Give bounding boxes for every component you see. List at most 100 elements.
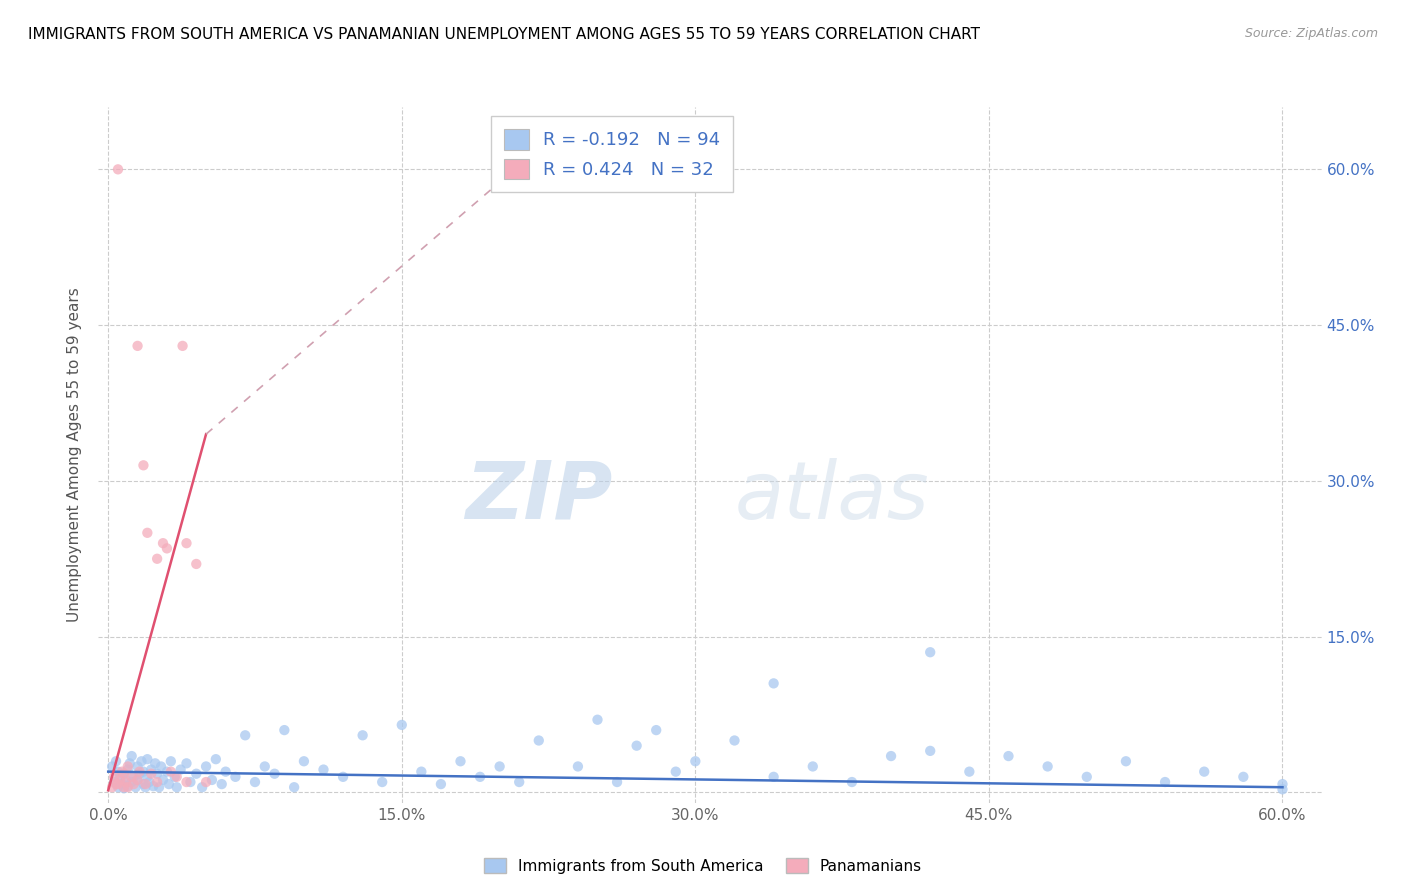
Point bbox=[111, 764, 134, 779]
Legend: R = -0.192   N = 94, R = 0.424   N = 32: R = -0.192 N = 94, R = 0.424 N = 32 bbox=[491, 116, 734, 192]
Point bbox=[160, 764, 183, 779]
Point bbox=[1154, 775, 1177, 789]
Point bbox=[762, 770, 785, 784]
Point bbox=[263, 766, 285, 780]
Point bbox=[141, 766, 163, 780]
Point bbox=[920, 744, 942, 758]
Point bbox=[156, 541, 179, 556]
Point bbox=[103, 775, 125, 789]
Point bbox=[332, 770, 354, 784]
Point bbox=[136, 752, 159, 766]
Point bbox=[176, 756, 198, 771]
Point bbox=[101, 780, 124, 795]
Point bbox=[127, 339, 149, 353]
Point bbox=[124, 780, 146, 795]
Point bbox=[138, 775, 160, 789]
Point bbox=[723, 733, 745, 747]
Point bbox=[1271, 782, 1294, 797]
Point bbox=[880, 749, 903, 764]
Point bbox=[105, 777, 128, 791]
Point bbox=[127, 772, 149, 787]
Point bbox=[128, 766, 150, 780]
Point bbox=[186, 766, 208, 780]
Point bbox=[117, 780, 139, 795]
Point bbox=[112, 780, 135, 795]
Point bbox=[112, 766, 135, 780]
Point bbox=[163, 770, 186, 784]
Point bbox=[191, 780, 214, 795]
Point bbox=[152, 536, 174, 550]
Point bbox=[114, 775, 136, 789]
Point bbox=[1036, 759, 1059, 773]
Point bbox=[132, 777, 155, 791]
Point bbox=[132, 764, 155, 779]
Text: ZIP: ZIP bbox=[465, 458, 612, 536]
Point bbox=[107, 764, 129, 779]
Point bbox=[128, 764, 150, 779]
Point bbox=[105, 754, 128, 768]
Point bbox=[117, 759, 139, 773]
Point bbox=[762, 676, 785, 690]
Point bbox=[107, 780, 129, 795]
Point bbox=[195, 775, 218, 789]
Point bbox=[957, 764, 980, 779]
Point bbox=[253, 759, 276, 773]
Point bbox=[527, 733, 550, 747]
Point bbox=[156, 764, 179, 779]
Point bbox=[169, 763, 191, 777]
Point bbox=[186, 557, 208, 571]
Point bbox=[801, 759, 824, 773]
Point bbox=[134, 780, 156, 795]
Point bbox=[1271, 777, 1294, 791]
Point bbox=[1115, 754, 1137, 768]
Point bbox=[117, 763, 139, 777]
Point bbox=[160, 754, 183, 768]
Point bbox=[645, 723, 668, 738]
Point bbox=[179, 775, 201, 789]
Point bbox=[214, 764, 236, 779]
Point bbox=[224, 770, 246, 784]
Point bbox=[312, 763, 335, 777]
Point bbox=[146, 766, 169, 780]
Point bbox=[1192, 764, 1215, 779]
Point bbox=[108, 770, 131, 784]
Point bbox=[150, 759, 173, 773]
Point bbox=[166, 770, 188, 784]
Point bbox=[201, 772, 224, 787]
Point bbox=[131, 754, 153, 768]
Y-axis label: Unemployment Among Ages 55 to 59 years: Unemployment Among Ages 55 to 59 years bbox=[67, 287, 83, 623]
Point bbox=[112, 781, 135, 796]
Point bbox=[121, 770, 143, 784]
Point bbox=[205, 752, 228, 766]
Point bbox=[146, 775, 169, 789]
Point bbox=[1232, 770, 1254, 784]
Point bbox=[352, 728, 374, 742]
Point bbox=[292, 754, 315, 768]
Point bbox=[243, 775, 266, 789]
Point bbox=[567, 759, 589, 773]
Point bbox=[117, 779, 139, 793]
Point bbox=[114, 772, 136, 787]
Point bbox=[586, 713, 609, 727]
Point bbox=[136, 525, 159, 540]
Point bbox=[136, 770, 159, 784]
Point bbox=[508, 775, 530, 789]
Point bbox=[148, 780, 170, 795]
Point bbox=[468, 770, 491, 784]
Point bbox=[997, 749, 1019, 764]
Point bbox=[157, 777, 180, 791]
Point bbox=[142, 779, 165, 793]
Text: IMMIGRANTS FROM SOUTH AMERICA VS PANAMANIAN UNEMPLOYMENT AMONG AGES 55 TO 59 YEA: IMMIGRANTS FROM SOUTH AMERICA VS PANAMAN… bbox=[28, 27, 980, 42]
Point bbox=[391, 718, 413, 732]
Point bbox=[283, 780, 305, 795]
Point bbox=[176, 536, 198, 550]
Point bbox=[920, 645, 942, 659]
Point bbox=[411, 764, 433, 779]
Point bbox=[152, 772, 174, 787]
Point bbox=[121, 749, 143, 764]
Point bbox=[371, 775, 394, 789]
Point bbox=[146, 551, 169, 566]
Point bbox=[233, 728, 256, 742]
Point bbox=[107, 162, 129, 177]
Point bbox=[122, 777, 145, 791]
